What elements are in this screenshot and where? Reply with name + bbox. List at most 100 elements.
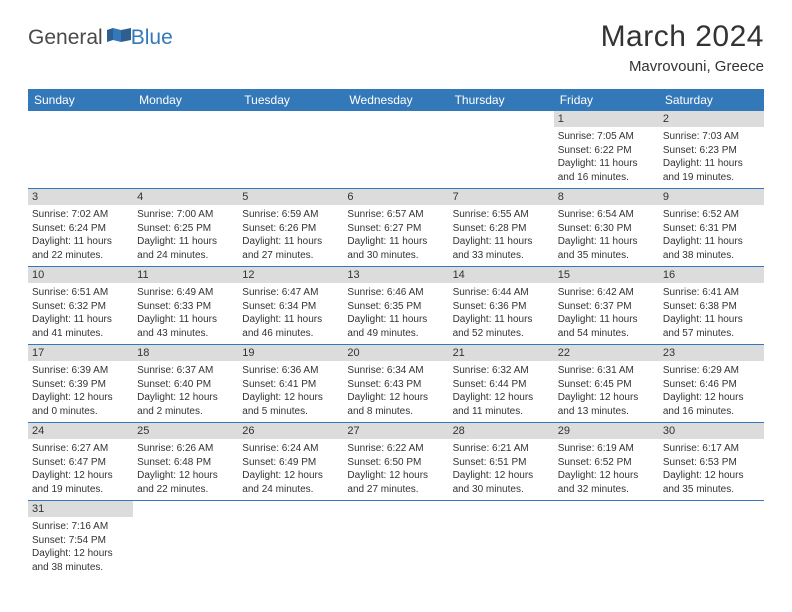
calendar-cell: [554, 501, 659, 579]
day-content: Sunrise: 6:41 AMSunset: 6:38 PMDaylight:…: [659, 283, 764, 344]
day-line: Sunset: 6:36 PM: [453, 300, 550, 314]
day-line: Daylight: 12 hours: [32, 391, 129, 405]
day-content: Sunrise: 6:47 AMSunset: 6:34 PMDaylight:…: [238, 283, 343, 344]
day-line: Daylight: 11 hours: [242, 313, 339, 327]
calendar-cell: 30Sunrise: 6:17 AMSunset: 6:53 PMDayligh…: [659, 423, 764, 501]
day-line: and 35 minutes.: [558, 249, 655, 263]
calendar-cell: 31Sunrise: 7:16 AMSunset: 7:54 PMDayligh…: [28, 501, 133, 579]
day-number: 8: [554, 189, 659, 205]
day-content: Sunrise: 6:34 AMSunset: 6:43 PMDaylight:…: [343, 361, 448, 422]
day-number: 2: [659, 111, 764, 127]
title-block: March 2024 Mavrovouni, Greece: [601, 20, 764, 75]
day-line: and 24 minutes.: [242, 483, 339, 497]
day-line: Sunrise: 6:44 AM: [453, 286, 550, 300]
day-line: Sunrise: 6:27 AM: [32, 442, 129, 456]
day-number: 10: [28, 267, 133, 283]
calendar-cell: [238, 111, 343, 189]
calendar-cell: 23Sunrise: 6:29 AMSunset: 6:46 PMDayligh…: [659, 345, 764, 423]
calendar-row: 24Sunrise: 6:27 AMSunset: 6:47 PMDayligh…: [28, 423, 764, 501]
calendar-cell: [133, 111, 238, 189]
day-line: Daylight: 12 hours: [347, 469, 444, 483]
day-number: 12: [238, 267, 343, 283]
day-number: 3: [28, 189, 133, 205]
day-line: Sunrise: 6:52 AM: [663, 208, 760, 222]
day-content: Sunrise: 7:03 AMSunset: 6:23 PMDaylight:…: [659, 127, 764, 188]
day-number: 18: [133, 345, 238, 361]
day-line: Sunrise: 6:17 AM: [663, 442, 760, 456]
day-content: Sunrise: 6:21 AMSunset: 6:51 PMDaylight:…: [449, 439, 554, 500]
day-line: Daylight: 11 hours: [453, 235, 550, 249]
day-line: and 38 minutes.: [663, 249, 760, 263]
day-line: Daylight: 11 hours: [242, 235, 339, 249]
day-line: Sunset: 6:52 PM: [558, 456, 655, 470]
calendar-cell: 17Sunrise: 6:39 AMSunset: 6:39 PMDayligh…: [28, 345, 133, 423]
calendar-cell: 13Sunrise: 6:46 AMSunset: 6:35 PMDayligh…: [343, 267, 448, 345]
day-line: Daylight: 12 hours: [242, 391, 339, 405]
day-line: Sunrise: 7:05 AM: [558, 130, 655, 144]
logo-text-blue: Blue: [131, 26, 173, 50]
day-line: Sunrise: 6:21 AM: [453, 442, 550, 456]
day-line: Sunset: 6:50 PM: [347, 456, 444, 470]
day-number: 21: [449, 345, 554, 361]
day-line: and 32 minutes.: [558, 483, 655, 497]
day-line: Daylight: 12 hours: [453, 469, 550, 483]
day-number: 31: [28, 501, 133, 517]
day-line: Daylight: 12 hours: [242, 469, 339, 483]
day-line: Sunset: 6:22 PM: [558, 144, 655, 158]
day-line: Sunset: 6:46 PM: [663, 378, 760, 392]
day-line: and 49 minutes.: [347, 327, 444, 341]
flag-icon: [107, 28, 131, 44]
day-number: 27: [343, 423, 448, 439]
day-content: Sunrise: 6:31 AMSunset: 6:45 PMDaylight:…: [554, 361, 659, 422]
day-line: Sunset: 6:47 PM: [32, 456, 129, 470]
day-header: Wednesday: [343, 89, 448, 111]
day-number: 22: [554, 345, 659, 361]
day-line: and 41 minutes.: [32, 327, 129, 341]
day-line: Sunset: 6:39 PM: [32, 378, 129, 392]
day-line: Daylight: 11 hours: [137, 313, 234, 327]
day-line: Daylight: 11 hours: [347, 313, 444, 327]
day-line: Sunset: 6:45 PM: [558, 378, 655, 392]
day-line: and 2 minutes.: [137, 405, 234, 419]
day-content: Sunrise: 6:54 AMSunset: 6:30 PMDaylight:…: [554, 205, 659, 266]
day-number: 30: [659, 423, 764, 439]
calendar-cell: 19Sunrise: 6:36 AMSunset: 6:41 PMDayligh…: [238, 345, 343, 423]
calendar-cell: 22Sunrise: 6:31 AMSunset: 6:45 PMDayligh…: [554, 345, 659, 423]
calendar-cell: 15Sunrise: 6:42 AMSunset: 6:37 PMDayligh…: [554, 267, 659, 345]
day-line: Sunset: 6:28 PM: [453, 222, 550, 236]
day-line: Daylight: 12 hours: [558, 469, 655, 483]
calendar-cell: 10Sunrise: 6:51 AMSunset: 6:32 PMDayligh…: [28, 267, 133, 345]
day-line: Sunset: 6:44 PM: [453, 378, 550, 392]
day-content: Sunrise: 6:36 AMSunset: 6:41 PMDaylight:…: [238, 361, 343, 422]
calendar-cell: [133, 501, 238, 579]
day-content: Sunrise: 6:27 AMSunset: 6:47 PMDaylight:…: [28, 439, 133, 500]
day-line: Sunrise: 7:02 AM: [32, 208, 129, 222]
day-line: Daylight: 11 hours: [663, 235, 760, 249]
calendar-cell: 26Sunrise: 6:24 AMSunset: 6:49 PMDayligh…: [238, 423, 343, 501]
day-number: 4: [133, 189, 238, 205]
calendar-cell: [343, 501, 448, 579]
day-line: Sunrise: 6:24 AM: [242, 442, 339, 456]
day-content: Sunrise: 6:22 AMSunset: 6:50 PMDaylight:…: [343, 439, 448, 500]
day-content: Sunrise: 6:59 AMSunset: 6:26 PMDaylight:…: [238, 205, 343, 266]
day-content: Sunrise: 7:05 AMSunset: 6:22 PMDaylight:…: [554, 127, 659, 188]
day-number: 9: [659, 189, 764, 205]
day-line: Daylight: 11 hours: [453, 313, 550, 327]
day-content: Sunrise: 6:19 AMSunset: 6:52 PMDaylight:…: [554, 439, 659, 500]
calendar-cell: 20Sunrise: 6:34 AMSunset: 6:43 PMDayligh…: [343, 345, 448, 423]
day-line: Sunset: 6:51 PM: [453, 456, 550, 470]
calendar-cell: 4Sunrise: 7:00 AMSunset: 6:25 PMDaylight…: [133, 189, 238, 267]
day-line: Sunrise: 6:54 AM: [558, 208, 655, 222]
day-line: and 16 minutes.: [558, 171, 655, 185]
day-header: Sunday: [28, 89, 133, 111]
calendar-row: 1Sunrise: 7:05 AMSunset: 6:22 PMDaylight…: [28, 111, 764, 189]
day-line: and 33 minutes.: [453, 249, 550, 263]
day-line: Daylight: 12 hours: [32, 547, 129, 561]
day-line: and 22 minutes.: [137, 483, 234, 497]
day-line: Daylight: 12 hours: [663, 469, 760, 483]
day-number: 7: [449, 189, 554, 205]
day-line: Daylight: 12 hours: [347, 391, 444, 405]
day-line: Sunset: 6:40 PM: [137, 378, 234, 392]
day-line: Sunset: 6:27 PM: [347, 222, 444, 236]
day-line: Sunrise: 7:16 AM: [32, 520, 129, 534]
